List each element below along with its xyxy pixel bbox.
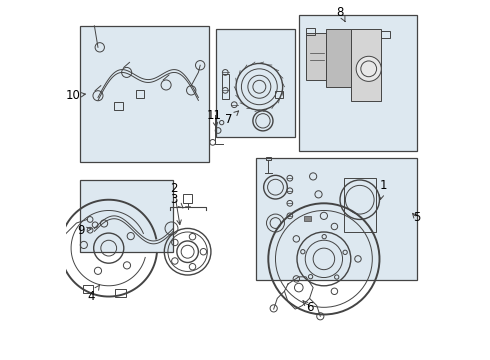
Bar — [183, 194, 192, 203]
Bar — [83, 285, 94, 293]
Bar — [351, 30, 381, 101]
Bar — [115, 289, 126, 297]
Text: 10: 10 — [66, 89, 85, 102]
Bar — [306, 28, 315, 35]
Text: 7: 7 — [225, 111, 239, 126]
Bar — [221, 74, 229, 99]
Bar — [306, 33, 326, 80]
Text: 3: 3 — [171, 193, 183, 208]
Bar — [80, 26, 209, 162]
Text: 6: 6 — [303, 301, 313, 314]
Bar — [343, 178, 376, 232]
Bar — [80, 180, 173, 252]
Bar — [266, 157, 271, 160]
Bar — [275, 91, 283, 98]
Bar — [326, 30, 351, 87]
Text: 8: 8 — [337, 6, 345, 22]
Text: 5: 5 — [413, 211, 420, 224]
Bar — [381, 31, 390, 39]
Text: 11: 11 — [207, 109, 222, 127]
Bar — [304, 216, 311, 221]
Bar — [216, 30, 295, 137]
Circle shape — [356, 56, 381, 81]
Text: 4: 4 — [88, 285, 99, 303]
Text: 1: 1 — [379, 179, 388, 199]
Text: 2: 2 — [170, 183, 181, 225]
Bar — [136, 90, 144, 98]
Bar — [114, 102, 123, 110]
Bar — [256, 158, 417, 280]
Bar — [299, 15, 417, 151]
Text: 9: 9 — [77, 224, 91, 237]
